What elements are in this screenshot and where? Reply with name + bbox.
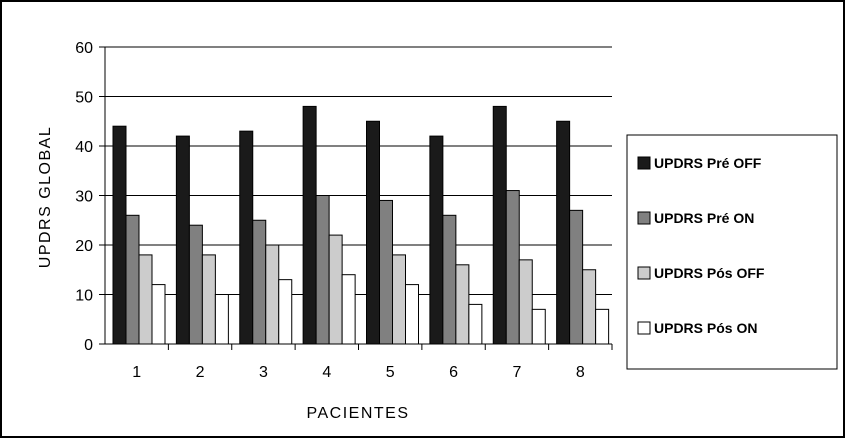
legend-label: UPDRS Pós OFF: [654, 265, 765, 281]
bar: [278, 279, 293, 345]
bar: [328, 234, 343, 345]
bar: [518, 259, 533, 345]
bar: [582, 269, 597, 345]
y-tick-label: 10: [75, 288, 93, 305]
legend-swatch: [637, 266, 651, 280]
x-tick-label: 4: [322, 364, 331, 381]
bar: [151, 284, 166, 345]
bar: [366, 120, 380, 345]
bar: [315, 195, 330, 345]
x-axis-title: PACIENTES: [307, 405, 410, 422]
bar: [252, 219, 267, 345]
x-tick-label: 1: [132, 364, 141, 381]
bar: [175, 135, 190, 345]
bar: [468, 303, 483, 345]
bar: [265, 244, 280, 345]
y-tick-label: 20: [75, 238, 93, 255]
legend-swatch: [637, 211, 651, 225]
bar: [188, 224, 203, 345]
legend-label: UPDRS Pré OFF: [654, 155, 762, 171]
bar: [379, 199, 393, 345]
bar: [112, 125, 127, 345]
axes: [104, 47, 613, 350]
bar: [201, 254, 216, 345]
legend-label: UPDRS Pré ON: [654, 210, 754, 226]
y-tick-label: 0: [84, 337, 93, 354]
bar: [214, 294, 229, 345]
legend-box: [626, 134, 838, 370]
x-tick-label: 2: [196, 364, 205, 381]
y-tick-label: 50: [75, 90, 93, 107]
y-tick-label: 40: [75, 139, 93, 156]
bar: [492, 105, 507, 345]
bars: [112, 105, 610, 345]
bar: [569, 209, 584, 345]
x-tick-labels: 1 2 3 4 5 6 7 8: [132, 364, 585, 381]
x-tick-label: 8: [576, 364, 585, 381]
bar: [138, 254, 153, 345]
x-tick-label: 5: [386, 364, 395, 381]
legend-swatch: [637, 156, 651, 170]
x-tick-label: 6: [449, 364, 458, 381]
bar: [239, 130, 254, 345]
bar: [341, 274, 356, 345]
y-tick-label: 30: [75, 189, 93, 206]
bar: [505, 190, 520, 345]
bar: [429, 135, 444, 345]
legend-swatch: [637, 321, 651, 335]
bar: [302, 105, 317, 345]
x-tick-label: 7: [512, 364, 521, 381]
bar: [531, 308, 546, 345]
legend-label: UPDRS Pós ON: [654, 320, 757, 336]
legend: UPDRS Pré OFF UPDRS Pré ON UPDRS Pós OFF UP…: [626, 134, 838, 370]
y-tick-labels: 0 10 20 30 40 50 60: [75, 40, 93, 354]
bar: [392, 254, 406, 345]
bar: [405, 284, 419, 345]
bar: [556, 120, 571, 345]
bar: [455, 264, 470, 345]
x-tick-label: 3: [259, 364, 268, 381]
y-tick-label: 60: [75, 40, 93, 57]
bar: [442, 214, 457, 345]
y-axis-title: UPDRS GLOBAL: [37, 126, 54, 268]
bar: [595, 308, 610, 345]
bar: [125, 214, 140, 345]
